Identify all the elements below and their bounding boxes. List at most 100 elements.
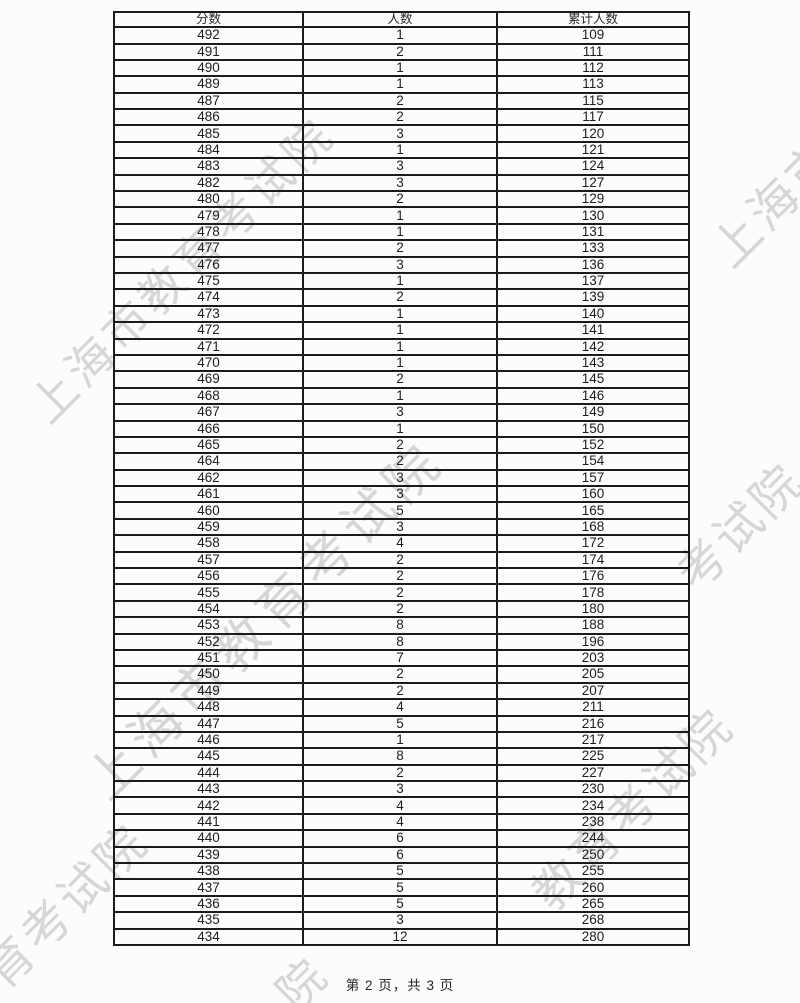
cell-cumulative: 165 — [496, 501, 690, 520]
cell-count: 2 — [302, 435, 498, 455]
cell-count: 1 — [302, 206, 498, 225]
table-row: 443 3 230 — [113, 780, 690, 799]
cell-cumulative: 268 — [496, 911, 690, 930]
cell-score: 487 — [113, 91, 304, 111]
cell-score: 462 — [113, 468, 304, 488]
table-row: 466 1 150 — [113, 419, 690, 438]
table-row: 454 2 180 — [113, 599, 690, 619]
cell-cumulative: 196 — [496, 632, 690, 651]
cell-cumulative: 207 — [496, 681, 690, 701]
table-row: 484 1 121 — [113, 140, 690, 160]
table-row: 435 3 268 — [113, 911, 690, 930]
cell-count: 2 — [302, 108, 498, 127]
cell-cumulative: 280 — [496, 927, 690, 947]
cell-count: 4 — [302, 796, 498, 815]
cell-score: 474 — [113, 288, 304, 307]
cell-score: 446 — [113, 730, 304, 750]
cell-count: 3 — [302, 403, 498, 422]
table-row: 475 1 137 — [113, 271, 690, 291]
cell-cumulative: 180 — [496, 599, 690, 619]
cell-count: 1 — [302, 419, 498, 438]
cell-count: 1 — [302, 271, 498, 291]
cell-score: 477 — [113, 239, 304, 258]
cell-score: 465 — [113, 435, 304, 455]
cell-cumulative: 145 — [496, 370, 690, 389]
cell-score: 468 — [113, 386, 304, 406]
cell-count: 1 — [302, 730, 498, 750]
cell-cumulative: 120 — [496, 124, 690, 143]
cell-count: 1 — [302, 337, 498, 356]
table-row: 462 3 157 — [113, 468, 690, 488]
cell-cumulative: 109 — [496, 26, 690, 45]
table-row: 464 2 154 — [113, 452, 690, 471]
cell-score: 459 — [113, 517, 304, 537]
table-row: 452 8 196 — [113, 632, 690, 651]
table-row: 453 8 188 — [113, 616, 690, 635]
cell-cumulative: 133 — [496, 239, 690, 258]
table-row: 489 1 113 — [113, 75, 690, 94]
cell-cumulative: 205 — [496, 665, 690, 684]
cell-count: 2 — [302, 763, 498, 783]
table-row: 450 2 205 — [113, 665, 690, 684]
cell-count: 12 — [302, 927, 498, 947]
cell-score: 480 — [113, 190, 304, 209]
cell-cumulative: 160 — [496, 485, 690, 504]
cell-count: 5 — [302, 878, 498, 897]
table-row: 468 1 146 — [113, 386, 690, 406]
table-row: 482 3 127 — [113, 173, 690, 193]
cell-cumulative: 140 — [496, 304, 690, 324]
cell-cumulative: 150 — [496, 419, 690, 438]
cell-count: 8 — [302, 747, 498, 766]
cell-score: 440 — [113, 829, 304, 848]
cell-count: 2 — [302, 550, 498, 570]
cell-score: 473 — [113, 304, 304, 324]
cell-score: 448 — [113, 698, 304, 717]
cell-score: 489 — [113, 75, 304, 94]
cell-score: 472 — [113, 321, 304, 340]
cell-count: 2 — [302, 42, 498, 61]
cell-count: 2 — [302, 599, 498, 619]
cell-cumulative: 250 — [496, 845, 690, 865]
cell-score: 492 — [113, 26, 304, 45]
cell-score: 475 — [113, 271, 304, 291]
table-row: 447 5 216 — [113, 714, 690, 733]
cell-count: 1 — [302, 222, 498, 242]
cell-count: 2 — [302, 452, 498, 471]
cell-cumulative: 216 — [496, 714, 690, 733]
cell-count: 1 — [302, 26, 498, 45]
cell-count: 2 — [302, 681, 498, 701]
table-row: 483 3 124 — [113, 157, 690, 176]
cell-cumulative: 130 — [496, 206, 690, 225]
cell-count: 2 — [302, 239, 498, 258]
cell-score: 478 — [113, 222, 304, 242]
table-row: 492 1 109 — [113, 26, 690, 45]
table-row: 451 7 203 — [113, 648, 690, 668]
table-row: 473 1 140 — [113, 304, 690, 324]
cell-cumulative: 139 — [496, 288, 690, 307]
cell-score: 443 — [113, 780, 304, 799]
table-row: 479 1 130 — [113, 206, 690, 225]
cell-count: 5 — [302, 714, 498, 733]
table-row: 441 4 238 — [113, 812, 690, 832]
table-row: 455 2 178 — [113, 583, 690, 602]
table-row: 444 2 227 — [113, 763, 690, 783]
cell-count: 3 — [302, 517, 498, 537]
cell-cumulative: 117 — [496, 108, 690, 127]
cell-cumulative: 178 — [496, 583, 690, 602]
cell-cumulative: 143 — [496, 353, 690, 373]
cell-score: 439 — [113, 845, 304, 865]
cell-cumulative: 129 — [496, 190, 690, 209]
table-row: 442 4 234 — [113, 796, 690, 815]
cell-cumulative: 136 — [496, 255, 690, 275]
table-row: 469 2 145 — [113, 370, 690, 389]
cell-score: 458 — [113, 534, 304, 553]
table-row: 476 3 136 — [113, 255, 690, 275]
table-row: 471 1 142 — [113, 337, 690, 356]
table-row: 459 3 168 — [113, 517, 690, 537]
cell-cumulative: 111 — [496, 42, 690, 61]
cell-score: 490 — [113, 58, 304, 78]
cell-cumulative: 142 — [496, 337, 690, 356]
table-row: 465 2 152 — [113, 435, 690, 455]
cell-count: 3 — [302, 255, 498, 275]
